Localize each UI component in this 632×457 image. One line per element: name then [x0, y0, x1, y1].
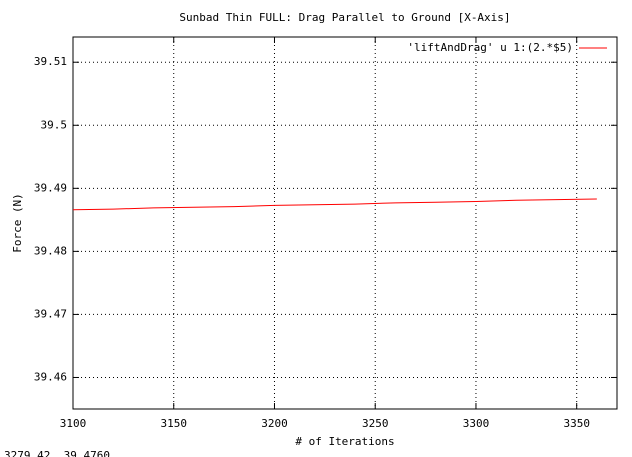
mouse-position: 3279.42, 39.4760 [4, 449, 110, 457]
x-tick-label: 3200 [261, 417, 288, 430]
x-tick-label: 3300 [463, 417, 490, 430]
y-tick-label: 39.5 [41, 118, 68, 131]
y-tick-label: 39.48 [34, 244, 67, 257]
plot-border [72, 36, 618, 410]
chart-title: Sunbad Thin FULL: Drag Parallel to Groun… [179, 11, 510, 24]
x-axis-label: # of Iterations [295, 435, 394, 448]
y-tick-label: 39.49 [34, 181, 67, 194]
y-tick-label: 39.47 [34, 307, 67, 320]
y-axis-label: Force (N) [11, 193, 24, 253]
x-tick-label: 3100 [60, 417, 87, 430]
y-tick-label: 39.51 [34, 55, 67, 68]
data-line [72, 198, 597, 211]
x-tick-label: 3250 [362, 417, 389, 430]
x-tick-label: 3150 [160, 417, 187, 430]
y-tick-label: 39.46 [34, 370, 67, 383]
x-tick-label: 3350 [563, 417, 590, 430]
legend-label: 'liftAndDrag' u 1:(2.*$5) [407, 41, 573, 54]
